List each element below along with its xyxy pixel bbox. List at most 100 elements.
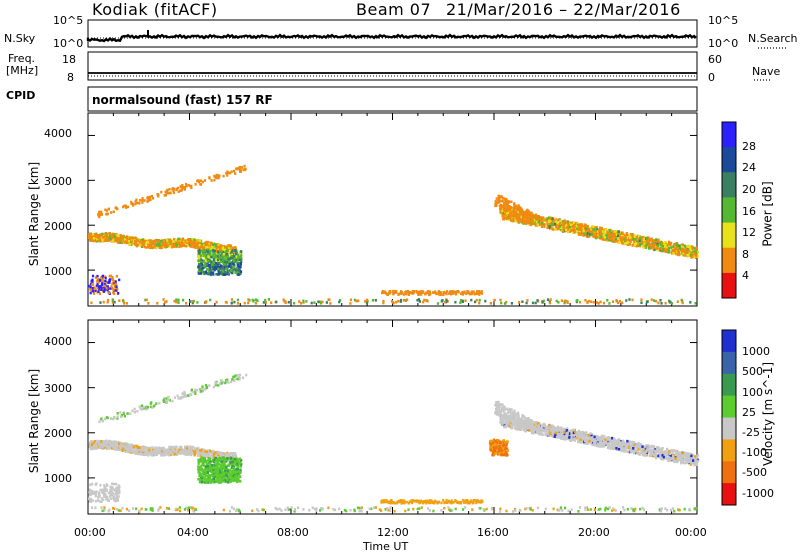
power-mark [382,301,385,305]
power-mark [203,179,207,182]
power-mark [155,246,158,250]
velocity-mark [174,452,177,456]
power-mark [593,228,596,231]
power-mark [537,215,541,218]
power-mark [213,247,216,251]
power-mark [102,279,105,283]
power-mark [117,241,120,244]
power-mark [101,283,104,286]
power-mark [153,241,157,244]
power-mark [141,201,144,204]
velocity-mark [130,446,133,450]
power-mark [567,228,570,232]
power-mark [676,244,679,247]
power-mark [239,270,243,273]
power-mark [92,287,95,290]
velocity-mark [162,446,165,450]
power-mark [139,239,142,242]
xtick-1600: 16:00 [477,526,509,539]
power-mark [302,299,305,303]
power-mark [566,230,570,234]
velocity-mark [88,442,91,445]
power-mark [252,299,255,303]
power-mark [664,249,667,253]
power-mark [208,266,211,270]
power-mark [136,239,139,243]
power-mark [504,302,507,305]
power-mark [509,206,512,210]
power-mark [116,207,119,211]
power-mark [670,302,673,305]
power-mark [534,223,537,227]
power-mark [234,249,237,252]
power-mark [202,249,205,253]
nsearch-tick-bottom: 10^0 [708,37,739,50]
power-mark [204,259,207,263]
power-mark [100,276,103,280]
power-mark [528,219,531,223]
power-mark [557,226,560,230]
power-mark [142,243,145,247]
power-mark [670,251,673,254]
power-mark [597,302,600,305]
power-mark [114,280,117,283]
power-mark [599,232,603,236]
power-mark [645,300,649,304]
power-mark [470,292,473,296]
velocity-mark [193,450,196,454]
power-mark [96,278,99,281]
velocity-mark [163,453,166,457]
power-mark [578,227,581,231]
velocity-colorbar-swatch [722,395,736,418]
velocity-mark [217,481,220,484]
power-mark [610,231,613,235]
power-mark [220,256,223,260]
power-mark [592,233,595,236]
power-mark [128,236,131,240]
velocity-colorbar-swatch [722,483,736,506]
power-mark [150,243,153,246]
power-mark [221,272,224,275]
power-mark [109,287,112,290]
power-mark [562,229,565,233]
power-mark [466,290,469,293]
velocity-mark [162,452,165,455]
power-mark [91,280,94,283]
power-mark [141,240,144,244]
power-mark [527,221,530,224]
power-mark [644,246,648,249]
power-mark [512,217,515,221]
power-mark [205,245,208,249]
power-mark [208,176,211,180]
power-mark [572,231,575,234]
velocity-mark [134,446,138,449]
power-mark [238,165,241,169]
power-mark [176,186,180,190]
power-colorbar-swatch [722,147,736,173]
velocity-mark [197,447,200,451]
power-mark [224,264,227,268]
velocity-mark [109,439,112,443]
power-mark [212,250,215,254]
velocity-mark [170,445,173,449]
velocity-mark [200,452,203,455]
power-mark [97,213,100,216]
power-mark [116,236,119,240]
velocity-mark [157,447,160,451]
power-cbar-tick-20: 20 [742,183,756,196]
power-mark [691,246,694,250]
power-mark [568,224,571,227]
power-mark [117,235,120,239]
power-mark [603,236,607,239]
power-mark [206,260,209,263]
power-mark [215,250,218,253]
power-mark [549,222,552,225]
power-mark [513,202,516,205]
power-mark [211,272,214,275]
power-mark [638,236,642,240]
power-mark [182,298,185,302]
power-mark [203,255,206,259]
power-mark [247,301,250,305]
power-mark [232,252,235,256]
power-mark [143,245,146,249]
